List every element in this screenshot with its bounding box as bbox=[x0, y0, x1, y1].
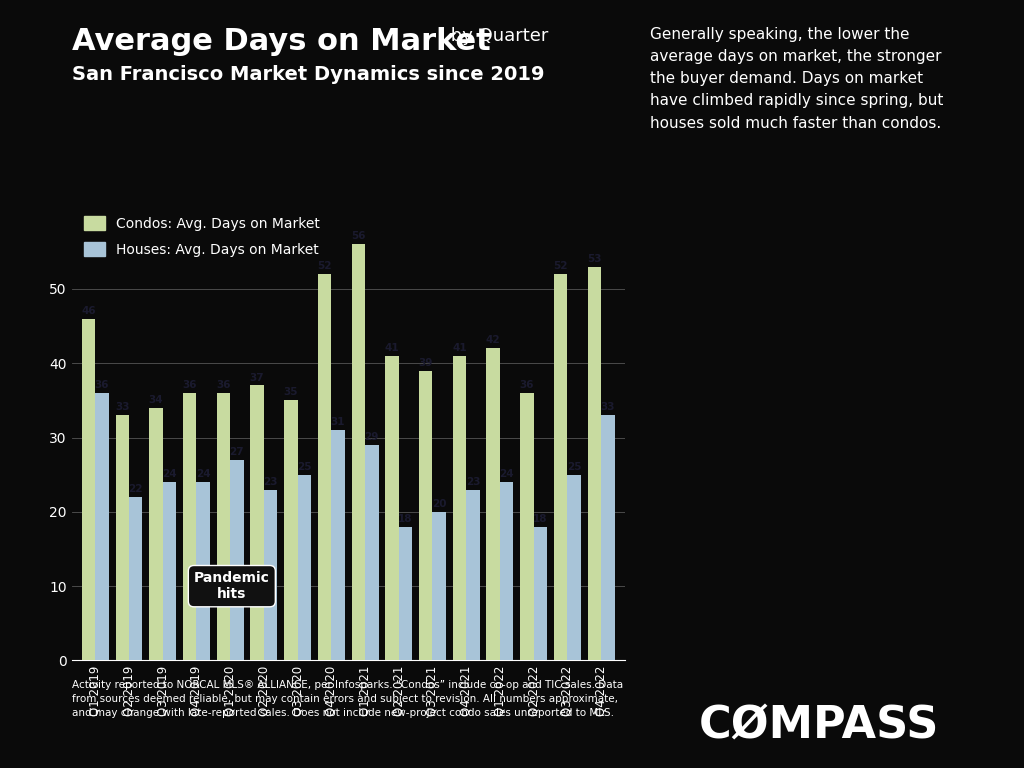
Bar bbox=[217, 393, 230, 660]
Bar bbox=[332, 430, 345, 660]
Text: 33: 33 bbox=[600, 402, 615, 412]
Bar bbox=[419, 371, 432, 660]
Bar bbox=[163, 482, 176, 660]
Bar bbox=[520, 393, 534, 660]
Text: 24: 24 bbox=[196, 469, 211, 479]
Text: 18: 18 bbox=[534, 514, 548, 524]
Bar bbox=[500, 482, 513, 660]
Text: 56: 56 bbox=[351, 231, 366, 241]
Text: Average Days on Market: Average Days on Market bbox=[72, 27, 490, 56]
Text: 37: 37 bbox=[250, 372, 264, 382]
Bar bbox=[230, 460, 244, 660]
Text: 33: 33 bbox=[115, 402, 129, 412]
Text: 36: 36 bbox=[216, 380, 230, 390]
Text: 52: 52 bbox=[553, 261, 568, 271]
Text: by Quarter: by Quarter bbox=[445, 27, 549, 45]
Text: 29: 29 bbox=[365, 432, 379, 442]
Bar bbox=[150, 408, 163, 660]
Text: San Francisco Market Dynamics since 2019: San Francisco Market Dynamics since 2019 bbox=[72, 65, 544, 84]
Bar bbox=[398, 527, 413, 660]
Bar bbox=[129, 497, 142, 660]
Bar bbox=[251, 386, 264, 660]
Legend: Condos: Avg. Days on Market, Houses: Avg. Days on Market: Condos: Avg. Days on Market, Houses: Avg… bbox=[84, 216, 319, 257]
Text: 41: 41 bbox=[385, 343, 399, 353]
Text: 18: 18 bbox=[398, 514, 413, 524]
Text: 25: 25 bbox=[297, 462, 311, 472]
Text: 22: 22 bbox=[128, 484, 143, 494]
Text: Generally speaking, the lower the
average days on market, the stronger
the buyer: Generally speaking, the lower the averag… bbox=[650, 27, 943, 131]
Bar bbox=[95, 393, 109, 660]
Text: 42: 42 bbox=[485, 336, 501, 346]
Text: 24: 24 bbox=[162, 469, 177, 479]
Bar bbox=[365, 445, 379, 660]
Text: 39: 39 bbox=[419, 358, 433, 368]
Bar bbox=[486, 349, 500, 660]
Bar bbox=[466, 489, 479, 660]
Text: 27: 27 bbox=[229, 447, 244, 457]
Text: 20: 20 bbox=[432, 499, 446, 509]
Bar bbox=[588, 266, 601, 660]
Text: Pandemic
hits: Pandemic hits bbox=[194, 571, 269, 601]
Text: 24: 24 bbox=[500, 469, 514, 479]
Bar bbox=[183, 393, 197, 660]
Text: 25: 25 bbox=[567, 462, 582, 472]
Text: 31: 31 bbox=[331, 417, 345, 427]
Bar bbox=[385, 356, 398, 660]
Text: 35: 35 bbox=[284, 387, 298, 397]
Bar bbox=[116, 415, 129, 660]
Text: CØMPASS: CØMPASS bbox=[699, 704, 939, 747]
Bar bbox=[601, 415, 614, 660]
Bar bbox=[264, 489, 278, 660]
Bar bbox=[351, 244, 365, 660]
Text: 23: 23 bbox=[466, 477, 480, 487]
Bar bbox=[197, 482, 210, 660]
Bar bbox=[534, 527, 547, 660]
Text: Activity reported to NORCAL MLS® ALLIANCE, per Infosparks. “Condos” include co-o: Activity reported to NORCAL MLS® ALLIANC… bbox=[72, 680, 623, 717]
Bar bbox=[432, 511, 445, 660]
Bar bbox=[554, 274, 567, 660]
Text: 46: 46 bbox=[81, 306, 96, 316]
Text: 53: 53 bbox=[587, 253, 601, 263]
Bar bbox=[453, 356, 466, 660]
Bar bbox=[82, 319, 95, 660]
Bar bbox=[317, 274, 332, 660]
Text: 23: 23 bbox=[263, 477, 278, 487]
Bar bbox=[284, 400, 298, 660]
Text: 36: 36 bbox=[519, 380, 535, 390]
Text: 41: 41 bbox=[453, 343, 467, 353]
Text: 34: 34 bbox=[148, 395, 163, 405]
Text: 52: 52 bbox=[317, 261, 332, 271]
Bar bbox=[567, 475, 581, 660]
Bar bbox=[298, 475, 311, 660]
Text: 36: 36 bbox=[182, 380, 197, 390]
Text: 36: 36 bbox=[95, 380, 110, 390]
